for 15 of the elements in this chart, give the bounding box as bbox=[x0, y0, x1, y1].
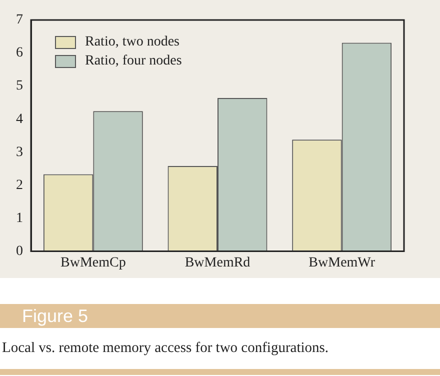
x-tick-label: BwMemRd bbox=[184, 255, 250, 270]
y-tick-label: 6 bbox=[16, 46, 23, 61]
y-tick-label: 4 bbox=[16, 112, 23, 127]
y-tick-label: 1 bbox=[16, 210, 23, 226]
x-tick-label: BwMemWr bbox=[308, 255, 376, 270]
y-tick-label: 7 bbox=[16, 12, 23, 28]
legend-label: Ratio, two nodes bbox=[85, 34, 180, 50]
y-tick-label: 3 bbox=[16, 144, 23, 160]
y-tick-label: 0 bbox=[16, 244, 23, 259]
text: Figure 5 bbox=[0, 304, 440, 328]
y-tick-label: 5 bbox=[16, 78, 23, 94]
y-tick-label: 2 bbox=[16, 178, 23, 193]
legend-label: Ratio, four nodes bbox=[85, 54, 182, 69]
text: Local vs. remote memory access for two configurations. bbox=[2, 340, 329, 357]
x-tick-label: BwMemCp bbox=[60, 255, 126, 270]
